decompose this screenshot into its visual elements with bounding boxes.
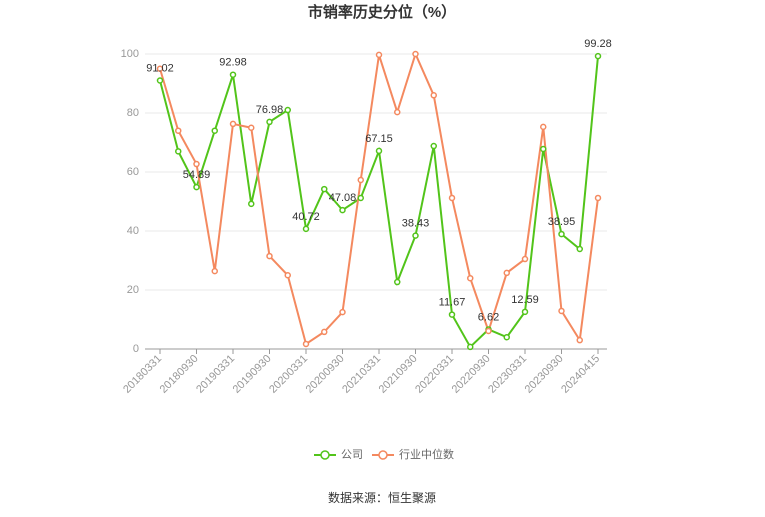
legend-label: 行业中位数 (399, 447, 454, 461)
data-label: 91.02 (146, 62, 174, 74)
point (503, 333, 510, 341)
source: 数据来源：恒生聚源 (328, 490, 436, 505)
point (430, 92, 437, 99)
point (211, 127, 218, 134)
point (175, 148, 182, 155)
data-label: 11.67 (439, 296, 466, 308)
point (540, 123, 547, 131)
legend-marker (320, 450, 330, 460)
data-label: 92.98 (219, 57, 247, 69)
legend-marker (378, 450, 388, 460)
point (229, 120, 237, 128)
point (430, 142, 437, 150)
legend-label: 公司 (341, 449, 363, 461)
data-label: 54.89 (183, 169, 211, 181)
data-label: 38.95 (548, 216, 576, 228)
x-tick-label: 20180930 (158, 353, 201, 396)
point (558, 307, 565, 315)
x-tick-label: 20210331 (340, 353, 383, 396)
point (229, 71, 237, 78)
point (339, 308, 346, 316)
x-tick-label: 20220331 (413, 353, 456, 396)
point (576, 245, 583, 253)
point (302, 340, 310, 348)
point (248, 124, 255, 131)
y-tick-label: 20 (127, 284, 139, 296)
x-tick-label: 20230930 (523, 353, 566, 396)
data-label: 12.59 (511, 294, 539, 306)
point (594, 52, 602, 60)
y-tick-label: 40 (127, 225, 139, 237)
point (467, 343, 474, 351)
chart-title: 市销率历史分位（%） (308, 3, 456, 21)
point (521, 255, 529, 263)
point (175, 127, 182, 134)
data-label: 6.62 (478, 311, 499, 323)
data-label: 67.15 (365, 133, 393, 145)
point (156, 77, 164, 84)
point (394, 278, 401, 286)
x-tick-label: 20230331 (486, 353, 529, 396)
point (357, 194, 364, 202)
data-label: 38.43 (402, 218, 430, 230)
point (448, 311, 456, 318)
point (248, 200, 255, 208)
point (521, 308, 529, 316)
y-tick-label: 100 (121, 48, 139, 60)
point (321, 185, 328, 193)
point (339, 206, 346, 214)
point (156, 65, 164, 72)
y-tick-label: 0 (133, 343, 139, 355)
point (266, 252, 273, 260)
data-label: 76.98 (256, 104, 284, 116)
point (594, 194, 602, 202)
point (357, 176, 364, 184)
point (284, 106, 291, 114)
point (412, 50, 419, 58)
point (576, 336, 583, 344)
data-label: 47.08 (329, 192, 357, 204)
point (321, 328, 328, 336)
point (540, 145, 547, 153)
point (503, 269, 510, 277)
point (193, 183, 200, 191)
point (448, 194, 456, 202)
data-label: 40.72 (292, 211, 320, 223)
x-tick-label: 20180331 (121, 353, 164, 396)
point (211, 267, 218, 275)
y-tick-label: 80 (127, 107, 139, 119)
data-label: 99.28 (584, 38, 612, 50)
x-tick-label: 20190331 (194, 353, 237, 396)
y-tick-label: 60 (127, 166, 139, 178)
point (394, 108, 401, 116)
x-tick-label: 20240415 (559, 353, 602, 396)
point (558, 230, 565, 238)
point (412, 232, 419, 239)
point (302, 225, 310, 233)
point (266, 118, 273, 126)
point (284, 272, 291, 279)
x-tick-label: 20220930 (450, 353, 493, 396)
x-tick-label: 20200331 (267, 353, 310, 396)
point (375, 147, 383, 155)
point (375, 51, 383, 59)
point (193, 160, 200, 168)
x-tick-label: 20210930 (377, 353, 420, 396)
x-tick-label: 20190930 (231, 353, 274, 396)
x-tick-label: 20200930 (304, 353, 347, 396)
point (485, 327, 492, 335)
point (467, 274, 474, 282)
